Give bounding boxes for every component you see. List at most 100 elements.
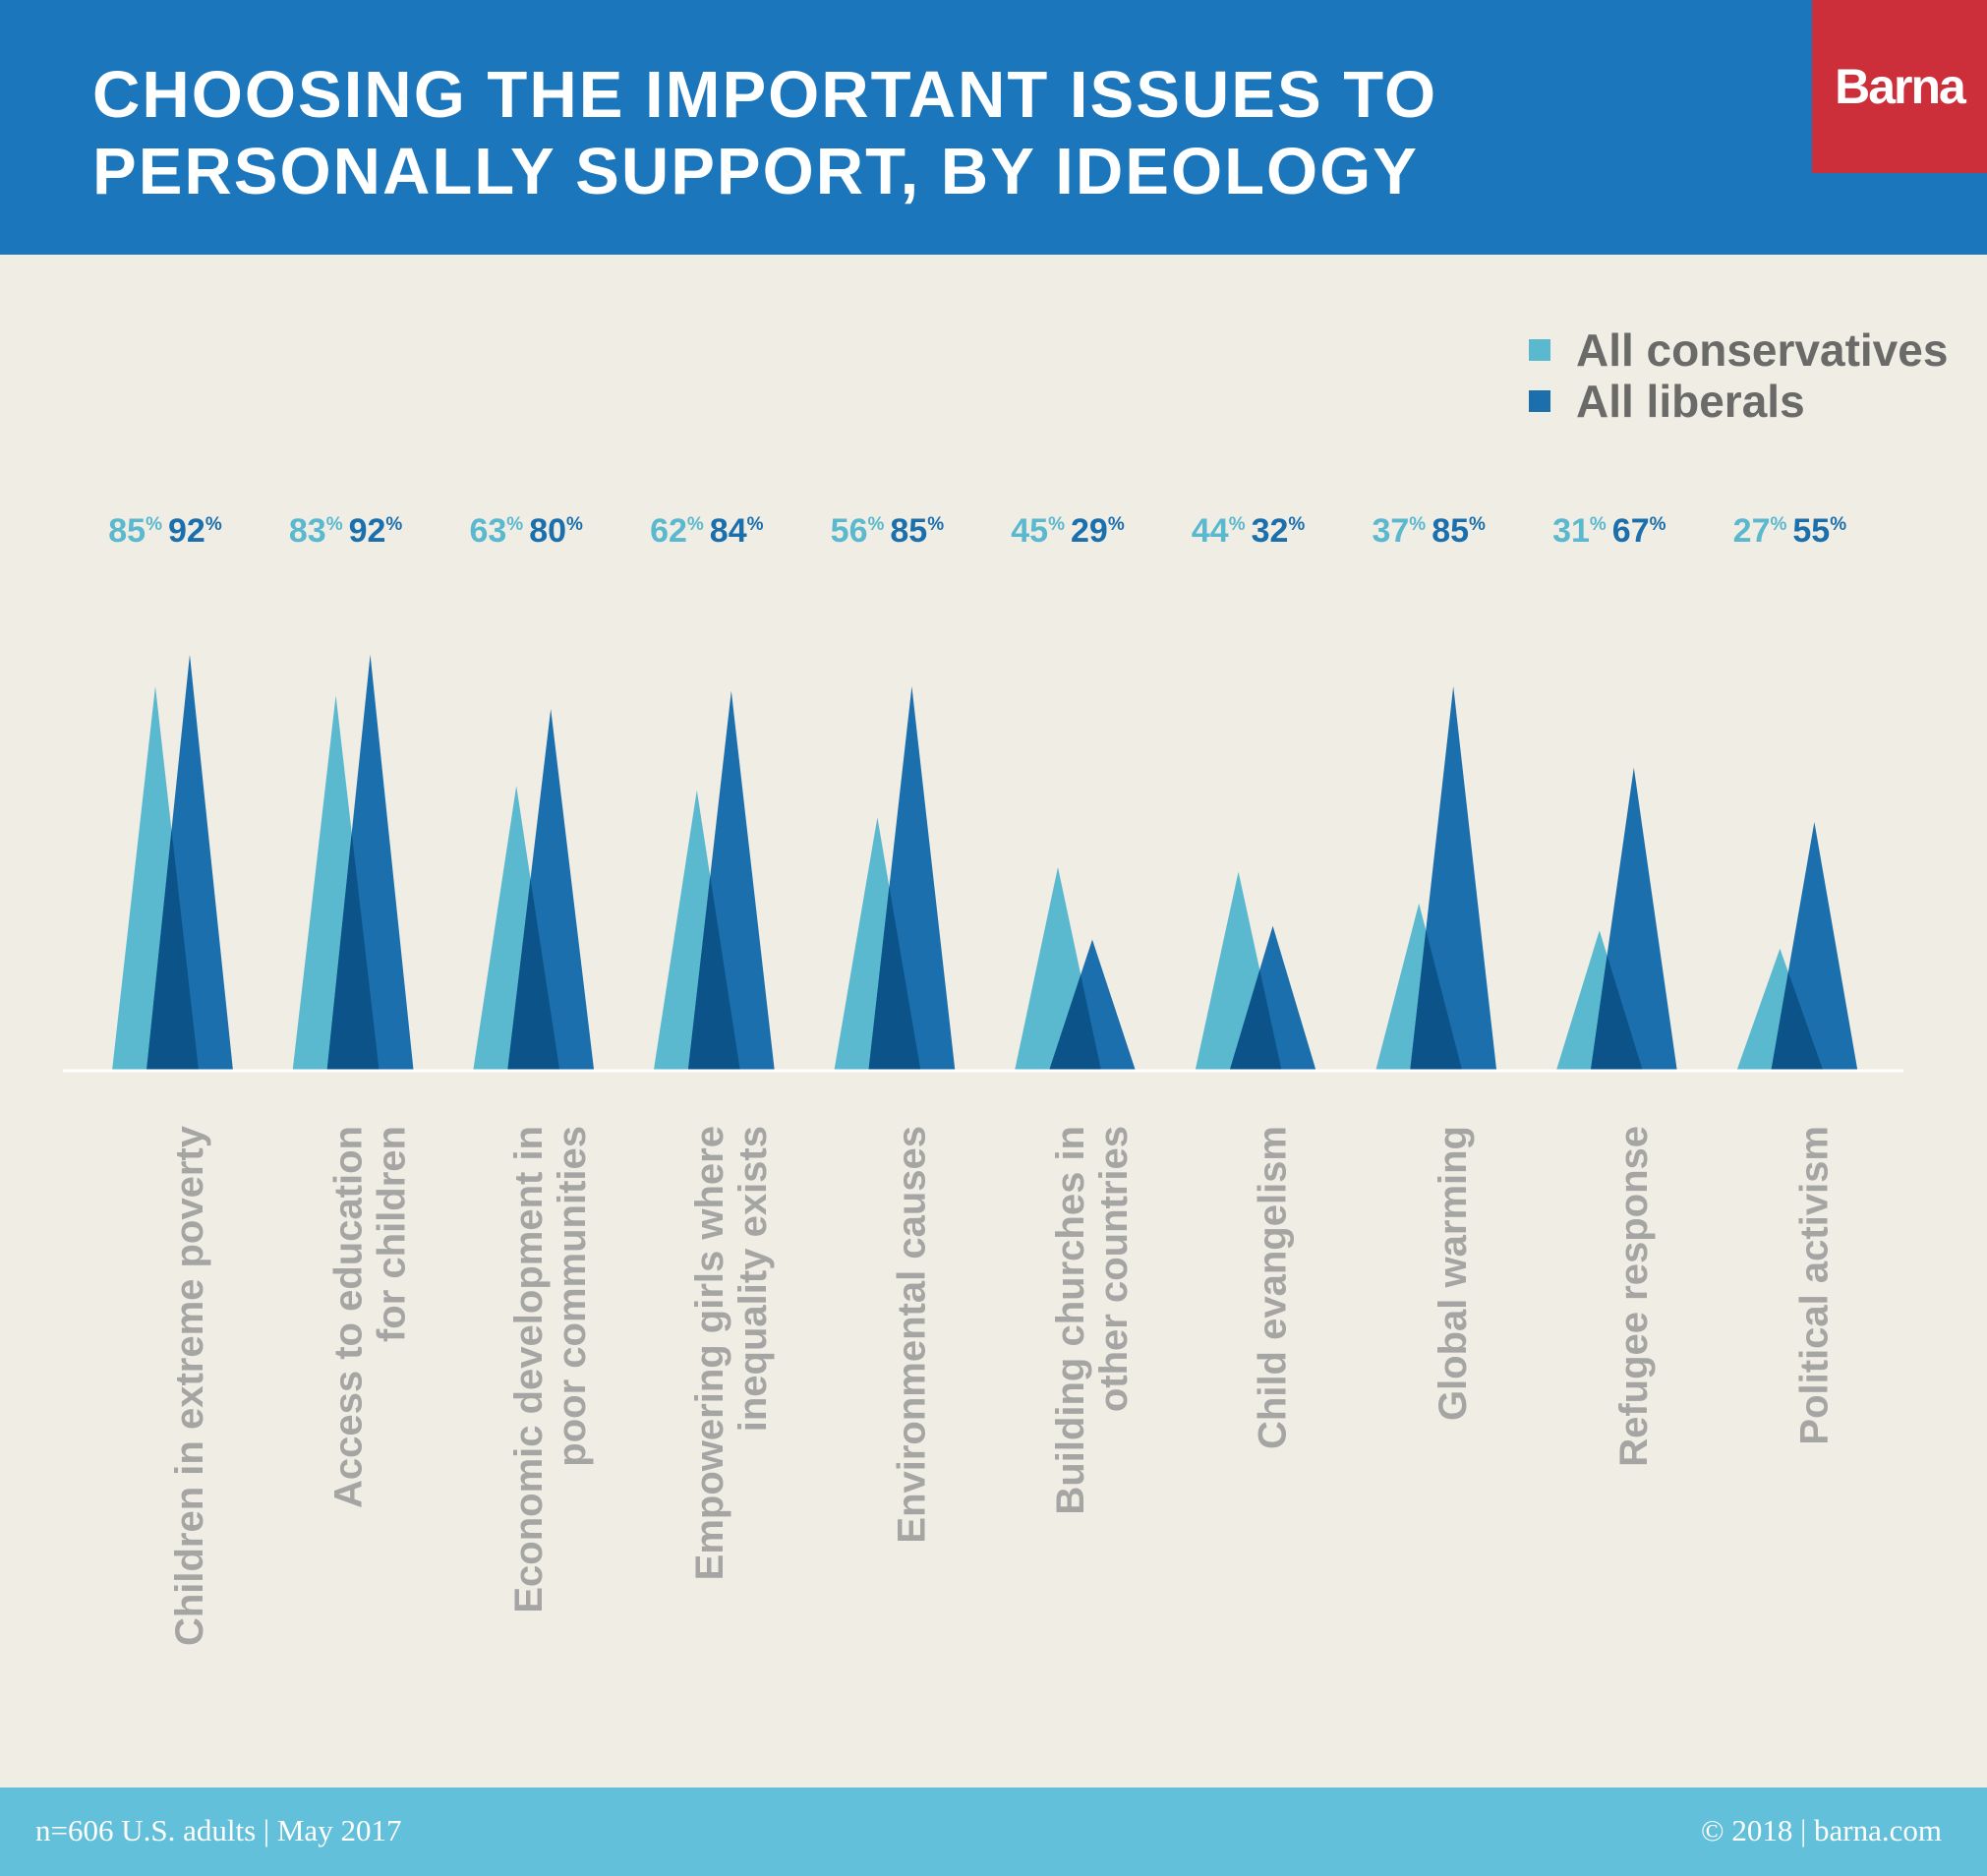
overlap-region (687, 876, 740, 1071)
conservatives-value-label: 44 (1192, 512, 1229, 550)
conservatives-value-label: 56 (831, 512, 868, 550)
category-label-line: Access to education (327, 1126, 371, 1508)
category-label: Access to educationfor children (327, 1126, 414, 1508)
footer-bar: n=606 U.S. adults | May 2017 © 2018 | ba… (0, 1788, 1987, 1876)
category-group (1555, 767, 1677, 1071)
category-label: Empowering girls whereinequality exists (688, 1126, 775, 1580)
conservatives-percent-sign: % (1229, 514, 1246, 535)
conservatives-value-label: 85 (108, 512, 146, 550)
overlap-region (507, 878, 560, 1071)
category-label-line: other countries (1092, 1126, 1136, 1412)
conservatives-percent-sign: % (687, 514, 704, 535)
conservatives-percent-sign: % (1048, 514, 1065, 535)
legend-item-liberals: All liberals (1529, 376, 1948, 427)
category-label: Building churches inother countries (1049, 1126, 1136, 1515)
legend: All conservatives All liberals (1529, 324, 1948, 427)
category-label: Global warming (1432, 1126, 1475, 1421)
overlap-region (1771, 971, 1824, 1071)
category-label: Environmental causes (890, 1126, 933, 1544)
legend-label-liberals: All liberals (1576, 376, 1805, 427)
category-group (1195, 871, 1316, 1071)
category-label: Children in extreme poverty (168, 1125, 211, 1646)
liberals-value-label: 32 (1252, 512, 1289, 550)
category-label-line: Building churches in (1049, 1126, 1092, 1515)
category-label-line: Environmental causes (890, 1126, 933, 1544)
overlap-region (1590, 955, 1643, 1071)
conservatives-value-label: 37 (1372, 512, 1409, 550)
overlap-region (1049, 974, 1101, 1071)
value-label-pair: 83% 92% (289, 512, 403, 550)
liberals-value-label: 84 (710, 512, 747, 550)
overlap-region (326, 833, 380, 1071)
conservatives-percent-sign: % (146, 514, 162, 535)
header-bar: CHOOSING THE IMPORTANT ISSUES TO PERSONA… (0, 0, 1987, 255)
category-labels: Children in extreme poverty Access to edu… (168, 1125, 1836, 1646)
liberals-value-label: 29 (1071, 512, 1108, 550)
liberals-percent-sign: % (1108, 514, 1125, 535)
value-label-pair: 31% 67% (1552, 512, 1666, 550)
liberals-percent-sign: % (385, 514, 402, 535)
overlap-region (1410, 930, 1463, 1071)
value-label-pair: 45% 29% (1011, 512, 1125, 550)
value-label-pair: 27% 55% (1733, 512, 1847, 550)
liberals-value-label: 85 (890, 512, 927, 550)
conservatives-value-label: 45 (1011, 512, 1048, 550)
liberals-value-label: 92 (168, 512, 205, 550)
conservatives-value-label: 83 (289, 512, 326, 550)
conservatives-value-label: 62 (650, 512, 687, 550)
category-label-line: Global warming (1432, 1126, 1475, 1421)
overlap-region (868, 886, 921, 1071)
category-group (112, 654, 233, 1071)
liberals-percent-sign: % (1830, 514, 1846, 535)
category-label: Economic development inpoor communities (507, 1126, 594, 1613)
liberals-percent-sign: % (1469, 514, 1486, 535)
liberals-value-label: 67 (1612, 512, 1650, 550)
category-group (834, 686, 956, 1071)
category-group (1015, 867, 1136, 1071)
liberals-percent-sign: % (205, 514, 222, 535)
category-label-line: poor communities (551, 1126, 594, 1467)
conservatives-percent-sign: % (1409, 514, 1426, 535)
copyright-note: © 2018 | barna.com (1701, 1813, 1942, 1847)
liberals-percent-sign: % (1288, 514, 1305, 535)
category-group (473, 709, 595, 1071)
conservatives-value-label: 27 (1733, 512, 1771, 550)
value-label-pair: 85% 92% (108, 512, 222, 550)
category-label-line: Political activism (1792, 1126, 1836, 1445)
chart-area: 85% 92% 83% 92% 63% 80% 62% 84% 56% 85% 45% 29% 44% 3… (63, 512, 1903, 1646)
category-label-line: Children in extreme poverty (168, 1125, 211, 1646)
conservatives-percent-sign: % (1590, 514, 1607, 535)
title-line-2: PERSONALLY SUPPORT, BY IDEOLOGY (92, 135, 1419, 208)
category-group (1375, 686, 1497, 1071)
liberals-percent-sign: % (1650, 514, 1666, 535)
conservatives-value-label: 63 (469, 512, 506, 550)
category-label-line: for children (371, 1126, 414, 1342)
conservatives-value-label: 31 (1552, 512, 1590, 550)
sample-note: n=606 U.S. adults | May 2017 (35, 1813, 402, 1847)
spike-marks (112, 654, 1858, 1071)
category-label: Refugee response (1612, 1126, 1656, 1467)
liberals-percent-sign: % (747, 514, 764, 535)
conservatives-percent-sign: % (1770, 514, 1786, 535)
conservatives-percent-sign: % (326, 514, 343, 535)
legend-label-conservatives: All conservatives (1576, 324, 1949, 376)
category-group (292, 654, 414, 1071)
liberals-value-label: 80 (529, 512, 566, 550)
value-labels: 85% 92% 83% 92% 63% 80% 62% 84% 56% 85% 45% 29% 44% 3… (108, 512, 1846, 550)
category-label: Child evangelism (1252, 1126, 1295, 1449)
conservatives-swatch (1529, 339, 1550, 361)
liberals-percent-sign: % (566, 514, 583, 535)
category-label-line: Empowering girls where (688, 1126, 731, 1580)
barna-logo: Barna (1812, 0, 1987, 173)
value-label-pair: 63% 80% (469, 512, 583, 550)
title-line-1: CHOOSING THE IMPORTANT ISSUES TO (92, 58, 1438, 132)
conservatives-percent-sign: % (867, 514, 884, 535)
category-group (1736, 822, 1858, 1071)
liberals-percent-sign: % (927, 514, 944, 535)
legend-item-conservatives: All conservatives (1529, 324, 1948, 376)
value-label-pair: 44% 32% (1192, 512, 1306, 550)
value-label-pair: 37% 85% (1372, 512, 1486, 550)
category-label-line: Child evangelism (1252, 1126, 1295, 1449)
conservatives-percent-sign: % (506, 514, 523, 535)
category-group (653, 690, 775, 1071)
